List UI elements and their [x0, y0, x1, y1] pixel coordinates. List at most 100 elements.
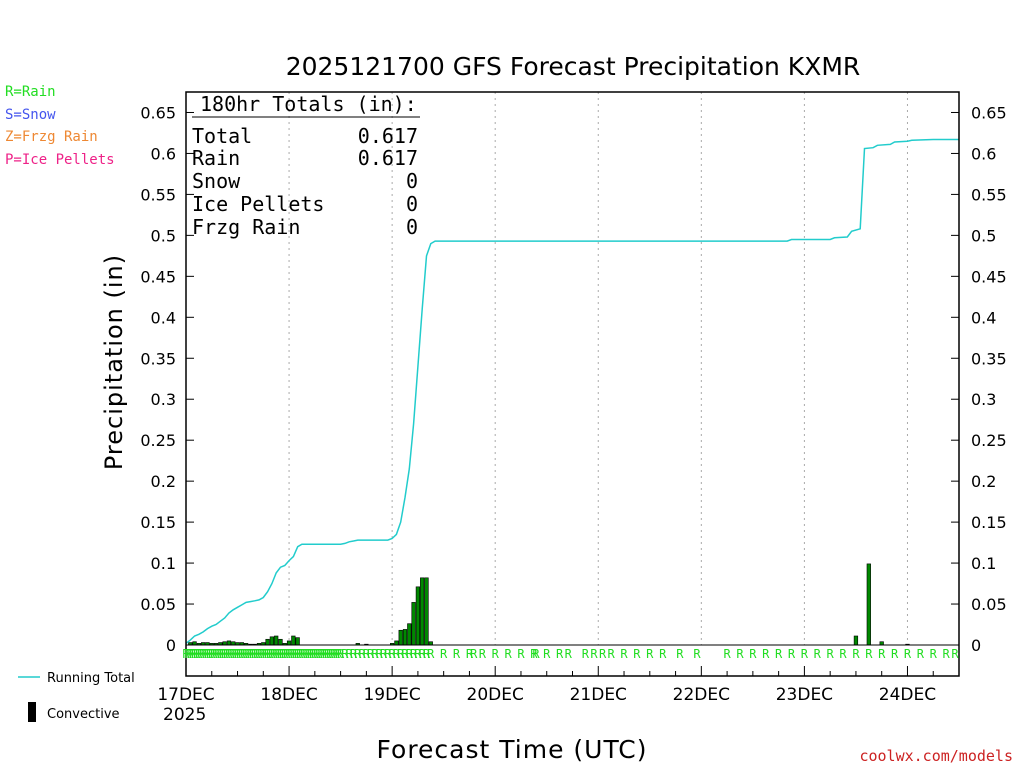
ptype-markers: RRRRRRRRRRRRRRRRRRRRRRRRRRRRRRRRRRRRRRRR… [182, 647, 959, 661]
convective-bar [424, 577, 429, 646]
x-tick-label: 24DEC [879, 685, 936, 705]
legend-rain: R=Rain [5, 84, 56, 100]
ptype-marker: R [504, 647, 512, 661]
y-tick-label-left: 0.3 [151, 390, 176, 409]
ptype-marker: R [217, 647, 225, 661]
ptype-marker: R [775, 647, 783, 661]
ptype-marker: R [185, 647, 193, 661]
ptype-marker: R [693, 647, 701, 661]
running-total-line [185, 138, 959, 644]
ptype-marker: R [264, 647, 272, 661]
y-tick-label-right: 0.05 [971, 595, 1007, 614]
totals-label-frzg-rain: Frzg Rain [192, 215, 300, 239]
ptype-marker: R [193, 647, 201, 661]
ptype-marker: R [951, 647, 959, 661]
y-tick-label-right: 0.4 [971, 308, 996, 327]
ptype-marker: R [543, 647, 551, 661]
ptype-legend: R=Rain S=Snow Z=Frzg Rain P=Ice Pellets [5, 84, 115, 168]
x-tick-label: 23DEC [776, 685, 833, 705]
ptype-marker: R [620, 647, 628, 661]
ptype-marker: R [453, 647, 461, 661]
ptype-marker: R [427, 647, 435, 661]
ptype-marker: R [197, 647, 205, 661]
y-tick-label-left: 0.6 [151, 144, 176, 163]
ptype-marker: R [230, 647, 238, 661]
ptype-marker: R [281, 647, 289, 661]
ptype-marker: R [260, 647, 268, 661]
y-tick-label-left: 0.15 [140, 513, 176, 532]
ptype-marker: R [470, 647, 478, 661]
y-tick-label-right: 0.25 [971, 431, 1007, 450]
ptype-marker: R [599, 647, 607, 661]
ptype-marker: R [440, 647, 448, 661]
y-tick-label-left: 0 [166, 636, 176, 655]
ptype-marker: R [556, 647, 564, 661]
ptype-marker: R [277, 647, 285, 661]
ptype-marker: R [337, 647, 345, 661]
x-tick-label: 19DEC [363, 685, 420, 705]
ptype-marker: R [410, 647, 418, 661]
y-tick-label-right: 0.6 [971, 144, 996, 163]
ptype-marker: R [891, 647, 899, 661]
ptype-marker: R [296, 647, 304, 661]
ptype-marker: R [182, 647, 190, 661]
ptype-marker: R [358, 647, 366, 661]
convective-bar [274, 635, 279, 646]
ptype-marker: R [189, 647, 197, 661]
ptype-marker: R [266, 647, 274, 661]
ptype-marker: R [232, 647, 240, 661]
ptype-marker: R [492, 647, 500, 661]
x-axis: 17DEC 18DEC 19DEC 20DEC 21DEC 22DEC 23DEC 24DEC [157, 666, 960, 705]
ptype-marker: R [376, 647, 384, 661]
ptype-marker: R [582, 647, 590, 661]
y-axis-label: Precipitation (in) [100, 254, 128, 470]
ptype-marker: R [255, 647, 263, 661]
ptype-marker: R [814, 647, 822, 661]
x-tick-label: 20DEC [467, 685, 524, 705]
convective-bar [295, 637, 300, 646]
year-label: 2025 [163, 705, 206, 725]
ptype-marker: R [341, 647, 349, 661]
totals-label-ice-pellets: Ice Pellets [192, 192, 324, 216]
ptype-marker: R [917, 647, 925, 661]
running-total-legend-label: Running Total [47, 671, 135, 686]
ptype-marker: R [749, 647, 757, 661]
series-legend: Running Total Convective [18, 671, 135, 722]
ptype-marker: R [294, 647, 302, 661]
ptype-marker: R [354, 647, 362, 661]
ptype-marker: R [311, 647, 319, 661]
ptype-marker: R [335, 647, 343, 661]
ptype-marker: R [419, 647, 427, 661]
ptype-marker: R [234, 647, 242, 661]
ptype-marker: R [245, 647, 253, 661]
ptype-marker: R [227, 647, 235, 661]
convective-bar [278, 638, 283, 646]
y-tick-label-right: 0.55 [971, 185, 1007, 204]
convective-bar [269, 636, 275, 646]
ptype-marker: R [801, 647, 809, 661]
legend-ice-pellets: P=Ice Pellets [5, 152, 115, 168]
convective-bar [394, 640, 399, 646]
y-tick-label-left: 0.55 [140, 185, 176, 204]
ptype-marker: R [238, 647, 246, 661]
ptype-marker: R [270, 647, 278, 661]
ptype-marker: R [285, 647, 293, 661]
convective-bar [398, 629, 403, 646]
convective-bar [226, 640, 232, 646]
ptype-marker: R [309, 647, 317, 661]
ptype-marker: R [530, 647, 538, 661]
convective-legend-label: Convective [47, 707, 120, 722]
vertical-gridlines [288, 92, 908, 645]
totals-value-total: 0.617 [358, 124, 418, 148]
ptype-marker: R [243, 647, 251, 661]
y-tick-label-right: 0.5 [971, 226, 996, 245]
x-tick-label: 21DEC [570, 685, 627, 705]
ptype-marker: R [878, 647, 886, 661]
convective-bars [188, 563, 910, 646]
ptype-marker: R [930, 647, 938, 661]
totals-header: 180hr Totals (in): [200, 92, 417, 116]
ptype-marker: R [371, 647, 379, 661]
ptype-marker: R [305, 647, 313, 661]
convective-swatch [28, 702, 36, 722]
ptype-marker: R [608, 647, 616, 661]
